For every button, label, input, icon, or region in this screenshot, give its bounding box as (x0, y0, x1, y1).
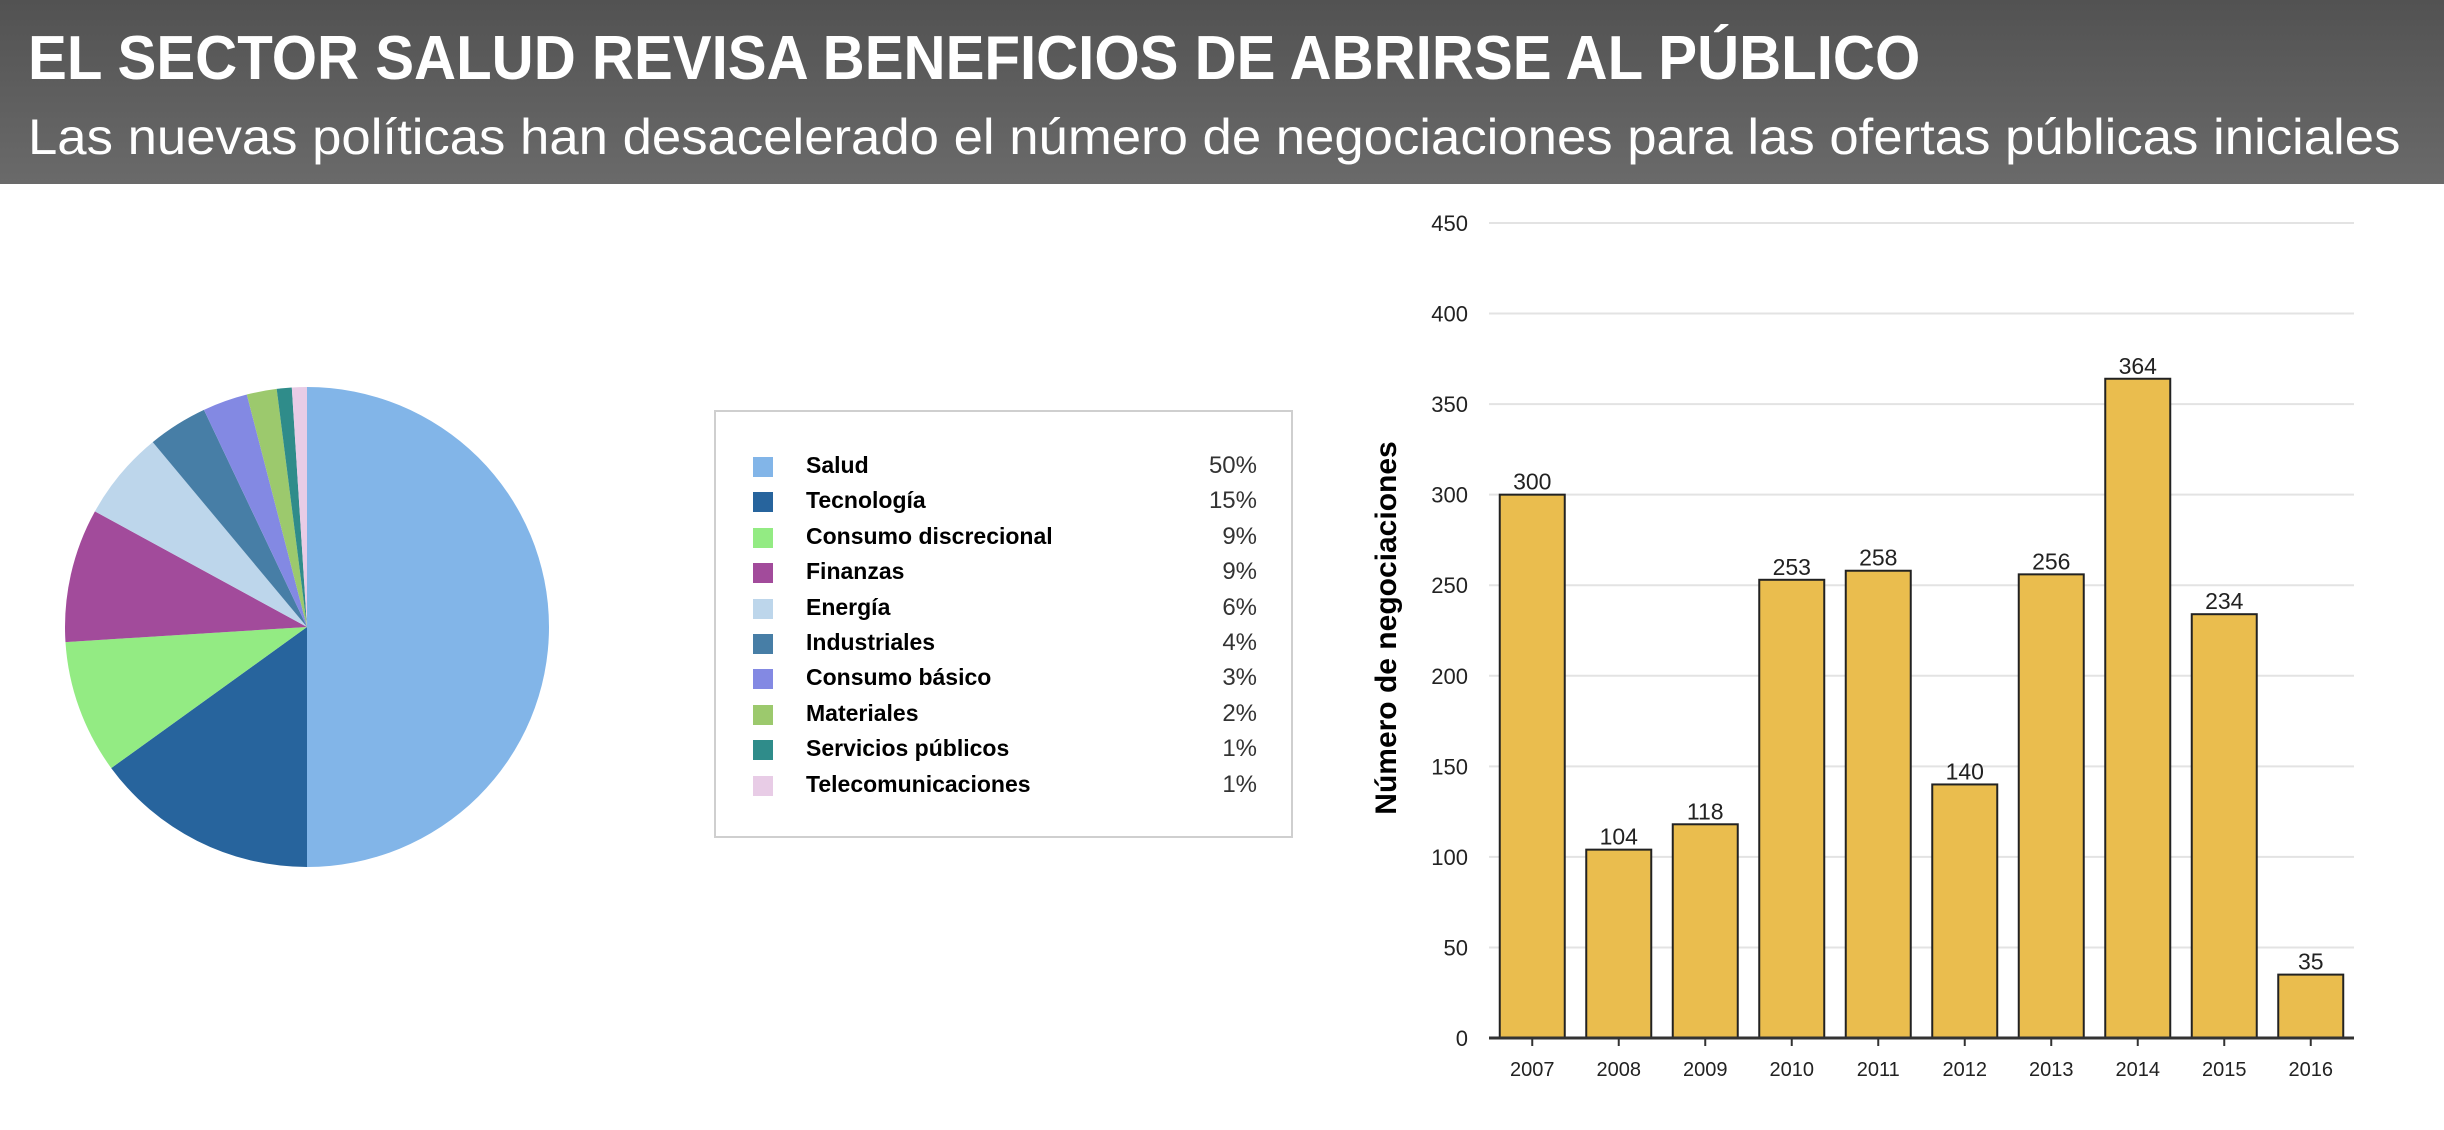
bar-value-label: 118 (1687, 798, 1724, 824)
y-tick-label: 50 (1444, 935, 1468, 960)
legend-percent: 2% (1222, 699, 1257, 727)
page-title: EL SECTOR SALUD REVISA BENEFICIOS DE ABR… (28, 24, 1921, 93)
bar-value-label: 234 (2205, 588, 2244, 614)
x-tick-label: 2011 (1857, 1059, 1900, 1081)
legend-label: Consumo discrecional (806, 522, 1053, 549)
y-axis-title: Número de negociaciones (1370, 441, 1403, 814)
legend-swatch (753, 775, 773, 796)
legend-percent: 4% (1222, 629, 1257, 656)
bar-value-label: 364 (2119, 353, 2158, 379)
y-tick-label: 150 (1431, 754, 1468, 779)
legend-percent: 6% (1222, 593, 1257, 621)
pie-chart (64, 387, 549, 867)
bar-2015 (2190, 613, 2258, 1039)
page-subtitle: Las nuevas políticas han desacelerado el… (28, 109, 2401, 165)
y-tick-label: 250 (1431, 573, 1468, 598)
bar-value-label: 35 (2298, 949, 2324, 975)
pie-slice-servicios-p-blicos (276, 387, 307, 627)
pie-slice-industriales (152, 409, 307, 627)
pie-slice-telecomunicaciones (291, 387, 307, 627)
legend-item: Telecomunicaciones 1% (716, 769, 1291, 804)
legend-label: Tecnología (806, 487, 926, 514)
bar-2009 (1671, 823, 1739, 1039)
legend-item: Tecnología 15% (716, 485, 1291, 520)
bar-2016 (2277, 973, 2345, 1039)
pie-slice-energ-a (94, 442, 308, 627)
legend-swatch (753, 634, 773, 654)
legend-percent: 3% (1222, 664, 1257, 692)
bar-value-label: 258 (1859, 545, 1897, 571)
x-tick-label: 2008 (1597, 1059, 1642, 1081)
legend-item: Servicios públicos 1% (716, 733, 1291, 768)
bar-value-label: 140 (1946, 758, 1984, 784)
legend-item: Industriales 4% (716, 627, 1291, 662)
header-banner: EL SECTOR SALUD REVISA BENEFICIOS DE ABR… (0, 0, 2444, 184)
legend-label: Energía (806, 593, 891, 620)
bar-2011 (1844, 569, 1912, 1039)
legend-label: Industriales (806, 629, 936, 655)
legend-percent: 1% (1222, 770, 1257, 798)
legend-percent: 1% (1222, 735, 1257, 763)
bar-2013 (2017, 573, 2085, 1039)
legend-label: Finanzas (806, 558, 905, 585)
legend-label: Consumo básico (806, 664, 992, 691)
y-tick-label: 100 (1431, 845, 1468, 870)
legend-swatch (753, 563, 773, 584)
bar-value-label: 104 (1600, 824, 1639, 850)
legend-label: Salud (806, 452, 869, 478)
pie-slice-materiales (246, 388, 307, 627)
legend-swatch (753, 598, 773, 619)
bar-value-label: 253 (1773, 554, 1811, 580)
legend-percent: 50% (1208, 452, 1257, 479)
legend-swatch (753, 669, 773, 690)
y-tick-label: 300 (1431, 483, 1468, 508)
bar-2010 (1758, 578, 1826, 1039)
y-tick-label: 400 (1431, 302, 1468, 327)
legend-percent: 15% (1208, 487, 1257, 515)
x-tick-label: 2009 (1683, 1059, 1728, 1081)
legend-item: Finanzas 9% (716, 556, 1291, 591)
legend-item: Energía 6% (716, 592, 1291, 627)
pie-slice-salud (307, 387, 549, 867)
legend-swatch (753, 457, 773, 477)
legend-percent: 9% (1222, 558, 1257, 586)
bar-2012 (1931, 783, 1999, 1040)
pie-slice-consumo-b-sico (203, 394, 307, 627)
bar-2014 (2104, 377, 2172, 1039)
x-tick-label: 2010 (1770, 1059, 1815, 1081)
x-tick-label: 2012 (1943, 1059, 1988, 1081)
pie-slice-tecnolog-a (111, 627, 307, 867)
legend-swatch (753, 527, 773, 548)
legend-swatch (753, 740, 773, 761)
legend-item: Materiales 2% (716, 698, 1291, 733)
legend-item: Consumo básico 3% (716, 662, 1291, 697)
x-tick-label: 2013 (2029, 1059, 2074, 1081)
legend-percent: 9% (1222, 522, 1257, 550)
x-tick-label: 2016 (2289, 1059, 2334, 1081)
y-tick-label: 350 (1431, 392, 1468, 417)
x-tick-label: 2007 (1510, 1059, 1555, 1081)
pie-slice-consumo-discrecional (65, 627, 307, 769)
legend-item: Salud 50% (716, 450, 1291, 485)
legend-swatch (753, 704, 773, 725)
legend-item: Consumo discrecional 9% (716, 521, 1291, 556)
legend-swatch (753, 492, 773, 513)
y-tick-label: 200 (1431, 664, 1468, 689)
bar-2007 (1498, 493, 1566, 1039)
legend-label: Servicios públicos (806, 735, 1010, 762)
x-tick-label: 2014 (2116, 1059, 2161, 1081)
pie-legend: Salud 50% Tecnología 15% Consumo discreciona… (714, 410, 1293, 838)
bar-value-label: 300 (1513, 469, 1551, 495)
y-tick-label: 0 (1456, 1026, 1468, 1051)
legend-label: Materiales (806, 699, 919, 726)
bar-2008 (1585, 848, 1653, 1040)
x-tick-label: 2015 (2202, 1059, 2247, 1081)
legend-label: Telecomunicaciones (806, 770, 1031, 797)
y-tick-label: 450 (1431, 211, 1468, 236)
pie-slice-finanzas (64, 511, 307, 643)
bar-value-label: 256 (2032, 548, 2070, 574)
